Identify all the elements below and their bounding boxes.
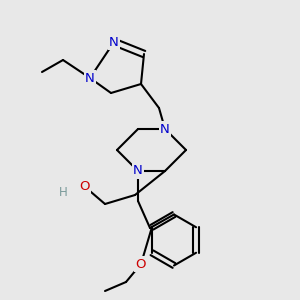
Text: H: H <box>58 185 68 199</box>
Text: O: O <box>136 257 146 271</box>
Text: N: N <box>109 35 119 49</box>
Text: O: O <box>79 179 89 193</box>
Text: N: N <box>85 71 95 85</box>
Text: N: N <box>160 122 170 136</box>
Text: N: N <box>133 164 143 178</box>
